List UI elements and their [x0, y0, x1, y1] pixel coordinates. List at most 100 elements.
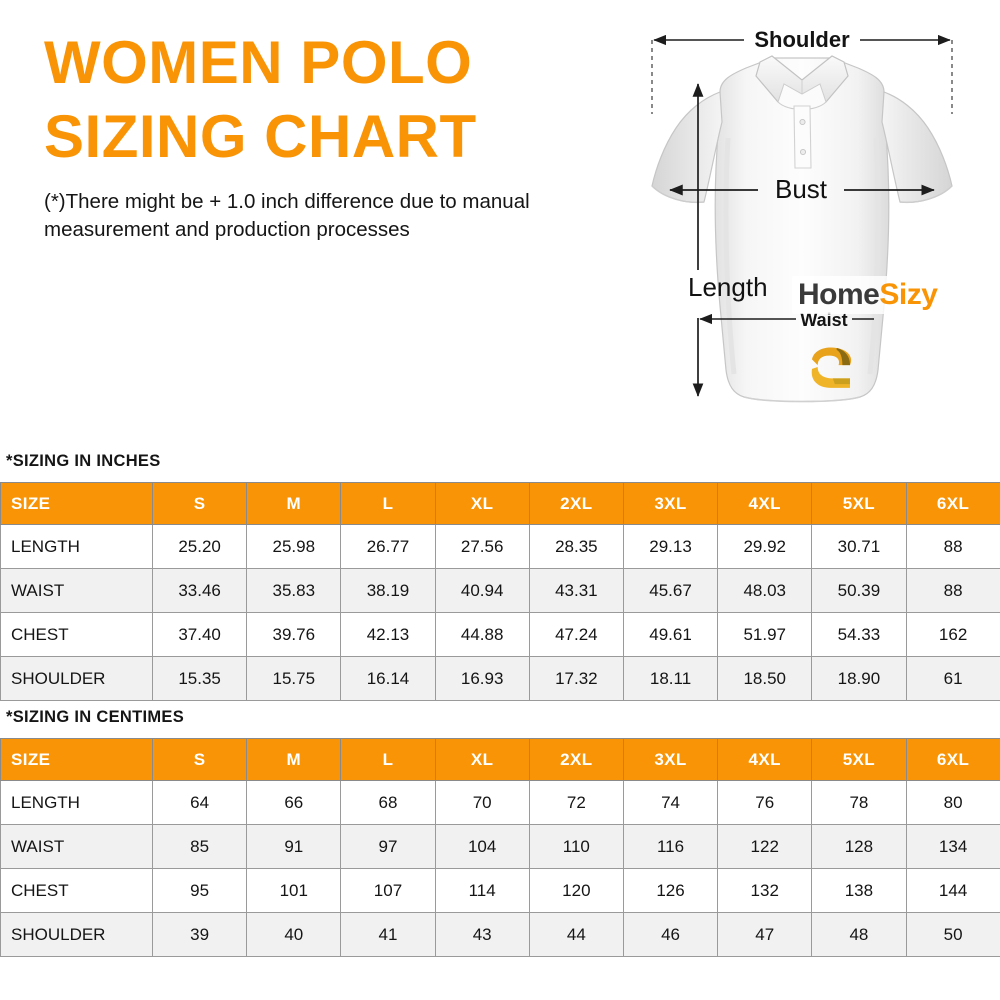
cell: 120	[528, 868, 624, 913]
column-header-3xl: 3XL	[622, 482, 719, 525]
table-row: LENGTH 25.20 25.98 26.77 27.56 28.35 29.…	[0, 524, 1000, 569]
shoulder-measure: Shoulder	[651, 27, 953, 114]
cell: 16.93	[434, 656, 530, 701]
row-label-length: LENGTH	[0, 780, 153, 825]
column-header-size: SIZE	[0, 482, 153, 525]
cell: 132	[717, 868, 813, 913]
cell: 70	[434, 780, 530, 825]
cell: 37.40	[151, 612, 248, 657]
row-label-waist: WAIST	[0, 568, 153, 613]
cell: 76	[717, 780, 813, 825]
sizing-table-centimes: SIZE S M L XL 2XL 3XL 4XL 5XL 6XL LENGTH…	[0, 738, 1000, 957]
cell: 44	[528, 912, 624, 957]
column-header-m: M	[246, 482, 342, 525]
cell: 48.03	[717, 568, 813, 613]
cell: 16.14	[340, 656, 436, 701]
cell: 107	[340, 868, 436, 913]
column-header-5xl: 5XL	[811, 482, 907, 525]
cell: 38.19	[340, 568, 436, 613]
cell: 88	[905, 524, 1000, 569]
cell: 47	[717, 912, 813, 957]
cell: 114	[434, 868, 530, 913]
cell: 101	[246, 868, 342, 913]
cell: 85	[151, 824, 248, 869]
logo-text-sizy: Sizy	[879, 278, 938, 311]
cell: 104	[434, 824, 530, 869]
cell: 95	[151, 868, 248, 913]
shirt-body-group	[651, 55, 953, 403]
cell: 126	[622, 868, 719, 913]
cell: 66	[246, 780, 342, 825]
column-header-2xl: 2XL	[528, 738, 624, 781]
column-header-2xl: 2XL	[528, 482, 624, 525]
waist-measure: Waist	[699, 310, 874, 330]
cell: 122	[717, 824, 813, 869]
cell: 44.88	[434, 612, 530, 657]
table-row: WAIST 33.46 35.83 38.19 40.94 43.31 45.6…	[0, 568, 1000, 613]
cell: 39.76	[246, 612, 342, 657]
cell: 43.31	[528, 568, 624, 613]
measurement-disclaimer: (*)There might be + 1.0 inch difference …	[44, 190, 530, 241]
cell: 88	[905, 568, 1000, 613]
section-label-inches: *SIZING IN INCHES	[6, 452, 161, 470]
column-header-s: S	[151, 482, 248, 525]
column-header-3xl: 3XL	[622, 738, 719, 781]
row-label-shoulder: SHOULDER	[0, 656, 153, 701]
cell: 39	[151, 912, 248, 957]
column-header-size: SIZE	[0, 738, 153, 781]
column-header-s: S	[151, 738, 248, 781]
cell: 91	[246, 824, 342, 869]
length-label: Length	[688, 272, 768, 302]
bust-measure: Bust	[669, 174, 935, 204]
column-header-6xl: 6XL	[905, 482, 1000, 525]
cell: 29.13	[622, 524, 719, 569]
cell: 25.98	[246, 524, 342, 569]
cell: 54.33	[811, 612, 907, 657]
cell: 28.35	[528, 524, 624, 569]
cell: 15.35	[151, 656, 248, 701]
cell: 27.56	[434, 524, 530, 569]
length-measure: Length	[688, 83, 768, 397]
table-row: CHEST 37.40 39.76 42.13 44.88 47.24 49.6…	[0, 612, 1000, 657]
cell: 110	[528, 824, 624, 869]
cell: 30.71	[811, 524, 907, 569]
polo-shirt-illustration: Shoulder Bust Length	[612, 18, 992, 428]
cell: 41	[340, 912, 436, 957]
cell: 18.11	[622, 656, 719, 701]
column-header-xl: XL	[434, 738, 530, 781]
cell: 29.92	[717, 524, 813, 569]
cell: 40	[246, 912, 342, 957]
row-label-chest: CHEST	[0, 868, 153, 913]
cell: 46	[622, 912, 719, 957]
cell: 25.20	[151, 524, 248, 569]
waist-label: Waist	[800, 310, 847, 330]
column-header-4xl: 4XL	[717, 738, 813, 781]
table-row: CHEST 95 101 107 114 120 126 132 138 144	[0, 868, 1000, 913]
cell: 162	[905, 612, 1000, 657]
table-row: SHOULDER 15.35 15.75 16.14 16.93 17.32 1…	[0, 656, 1000, 701]
column-header-m: M	[246, 738, 342, 781]
cell: 61	[905, 656, 1000, 701]
cell: 80	[905, 780, 1000, 825]
column-header-4xl: 4XL	[717, 482, 813, 525]
cell: 78	[811, 780, 907, 825]
logo-text-home: Home	[798, 278, 880, 311]
cell: 68	[340, 780, 436, 825]
cell: 64	[151, 780, 248, 825]
cell: 15.75	[246, 656, 342, 701]
header-section: WOMEN POLO SIZING CHART (*)There might b…	[0, 0, 1000, 440]
column-header-l: L	[340, 738, 436, 781]
cell: 128	[811, 824, 907, 869]
cell: 43	[434, 912, 530, 957]
cell: 42.13	[340, 612, 436, 657]
title-block: WOMEN POLO SIZING CHART (*)There might b…	[44, 26, 584, 244]
table-row: LENGTH 64 66 68 70 72 74 76 78 80	[0, 780, 1000, 825]
cell: 45.67	[622, 568, 719, 613]
polo-shirt-svg: Shoulder Bust Length	[651, 27, 953, 403]
cell: 26.77	[340, 524, 436, 569]
cell: 72	[528, 780, 624, 825]
cell: 97	[340, 824, 436, 869]
cell: 51.97	[717, 612, 813, 657]
cell: 138	[811, 868, 907, 913]
